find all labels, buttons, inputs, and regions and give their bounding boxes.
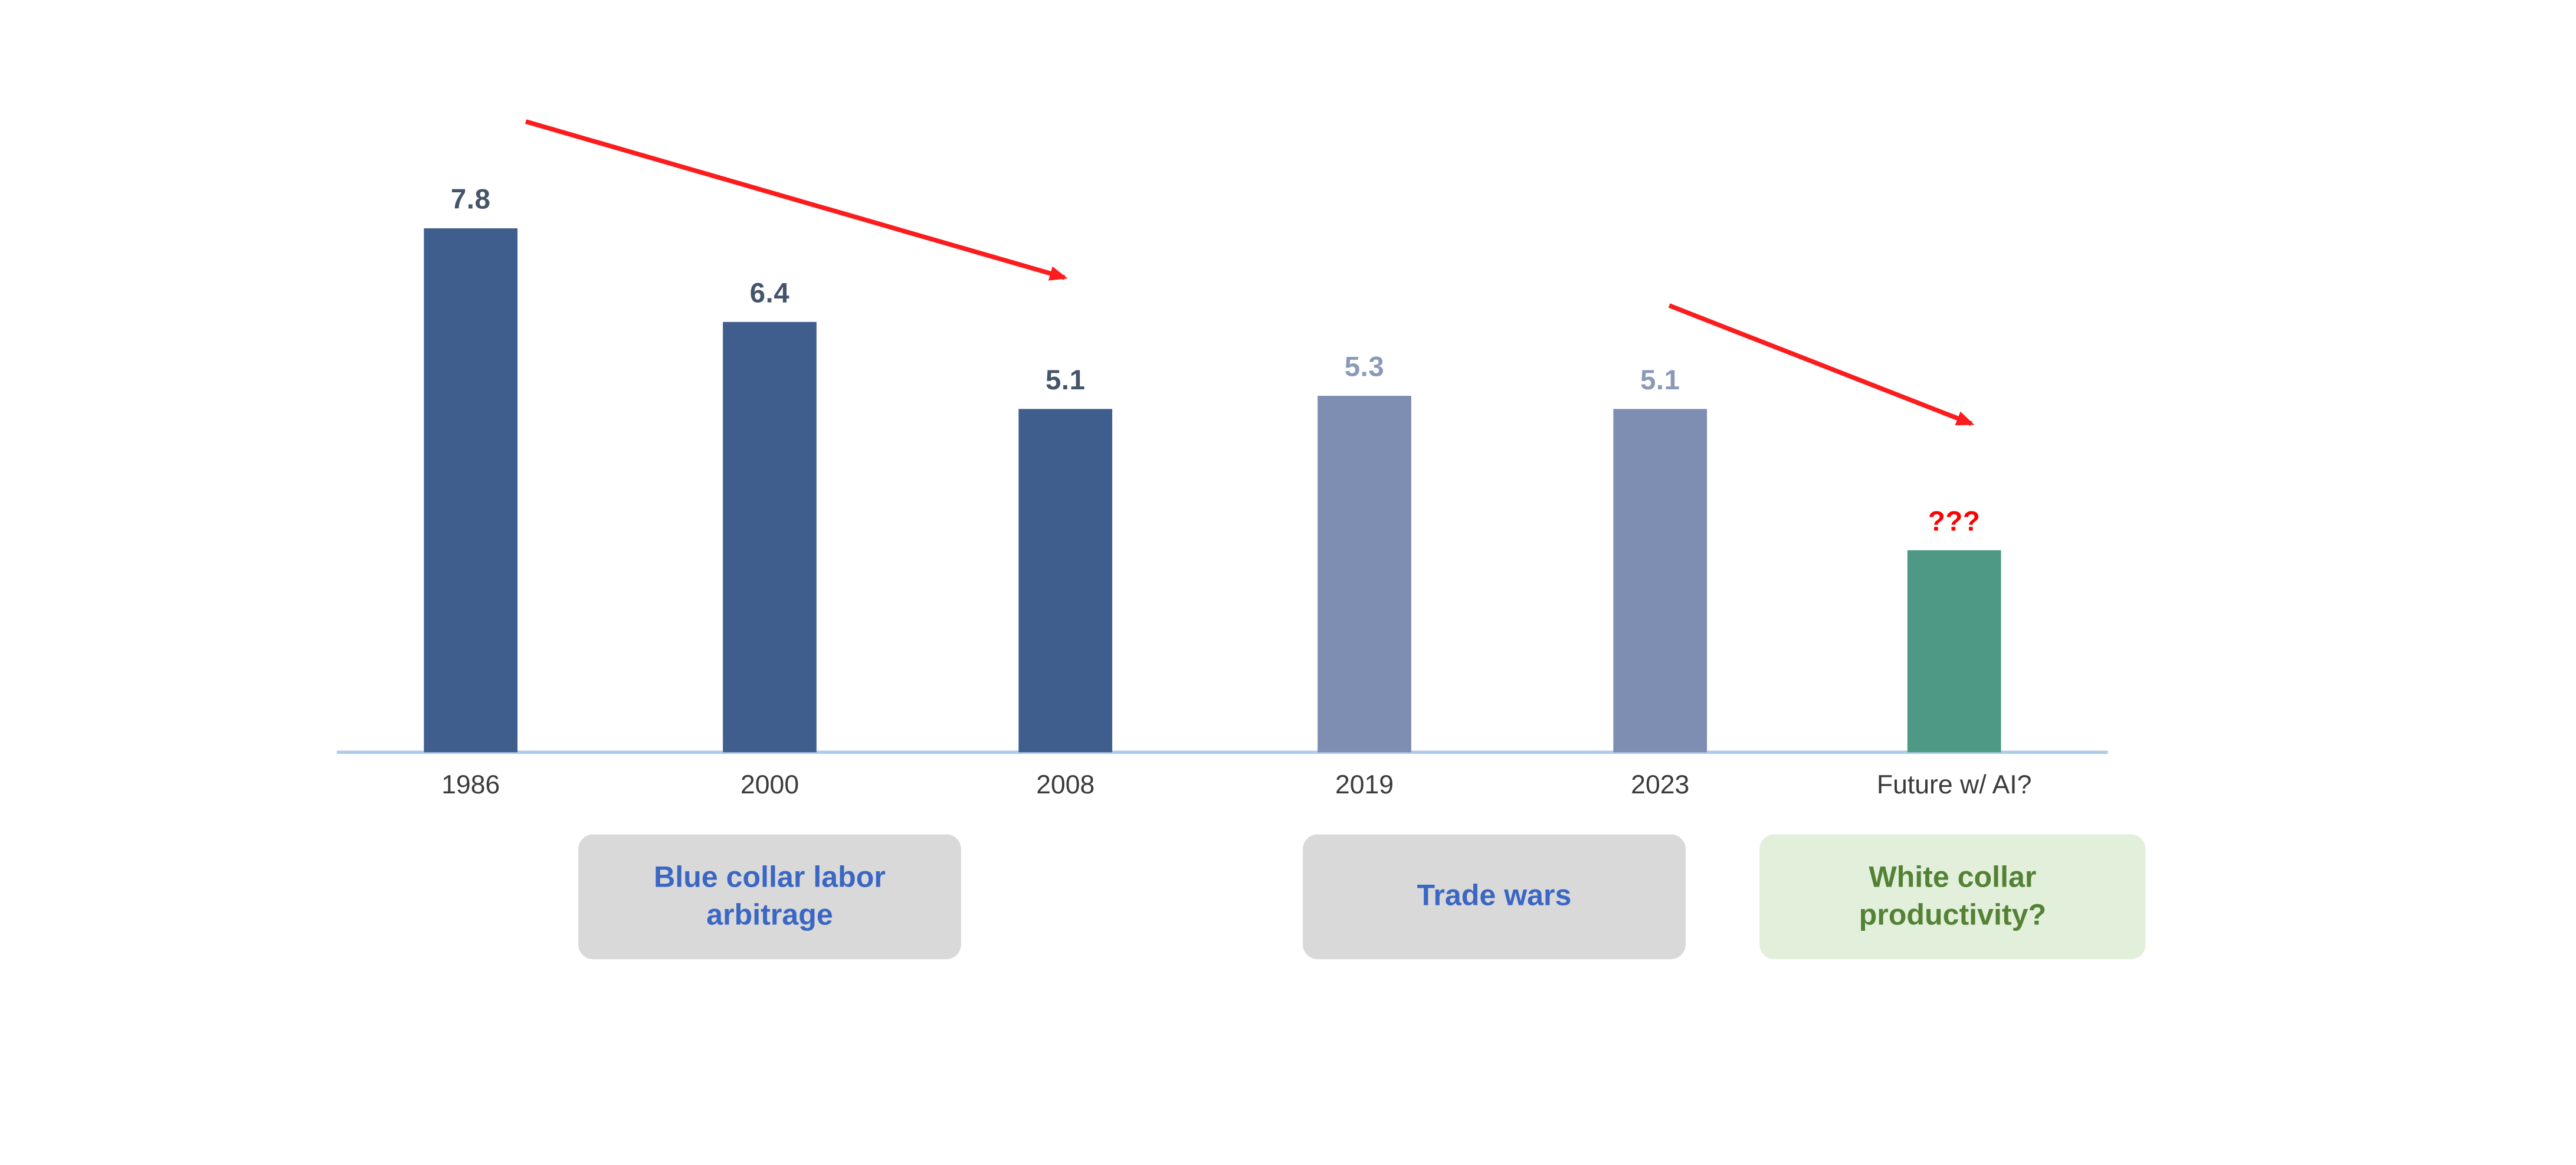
bar-group-2008: 5.1 2008 <box>1018 365 1113 800</box>
bar-group-2023: 5.1 2023 <box>1613 365 1707 800</box>
callout-white-collar-productivity: White collar productivity? <box>1759 834 2146 960</box>
bar-group-2000: 6.4 2000 <box>723 278 817 800</box>
bar-2019 <box>1318 396 1411 753</box>
bar-group-2019: 5.3 2019 <box>1318 352 1411 800</box>
callout-label: Blue collar labor arbitrage <box>654 859 886 931</box>
x-axis-label: 2023 <box>1631 772 1690 800</box>
bar-value-label: 7.8 <box>450 183 491 215</box>
bar-value-label: 5.3 <box>1344 352 1385 383</box>
x-axis-line <box>336 750 2108 754</box>
x-axis-label: 2000 <box>740 772 799 800</box>
bar-value-label: 5.1 <box>1640 365 1680 397</box>
callout-trade-wars: Trade wars <box>1303 834 1686 960</box>
bar-value-label: 6.4 <box>749 278 790 310</box>
downtrend-arrow-right-icon <box>1668 303 1975 426</box>
bar-group-future: ??? Future w/ AI? <box>1877 506 2031 800</box>
bar-2000 <box>723 322 817 753</box>
bar-value-label: 5.1 <box>1045 365 1086 397</box>
bar-group-1986: 7.8 1986 <box>424 183 518 800</box>
bar-future-ai <box>1907 550 2001 753</box>
x-axis-label: 2019 <box>1335 772 1394 800</box>
callout-blue-collar-labor-arbitrage: Blue collar labor arbitrage <box>578 834 961 960</box>
bar-1986 <box>424 228 518 753</box>
x-axis-label: 1986 <box>441 772 500 800</box>
bar-2008 <box>1018 409 1113 753</box>
bar-2023 <box>1613 409 1707 753</box>
callout-label: White collar productivity? <box>1859 859 2047 931</box>
callout-label: Trade wars <box>1417 879 1572 913</box>
x-axis-label: Future w/ AI? <box>1876 772 2032 800</box>
bar-value-label: ??? <box>1928 506 1981 538</box>
x-axis-label: 2008 <box>1036 772 1095 800</box>
downtrend-arrow-left-icon <box>525 119 1068 281</box>
